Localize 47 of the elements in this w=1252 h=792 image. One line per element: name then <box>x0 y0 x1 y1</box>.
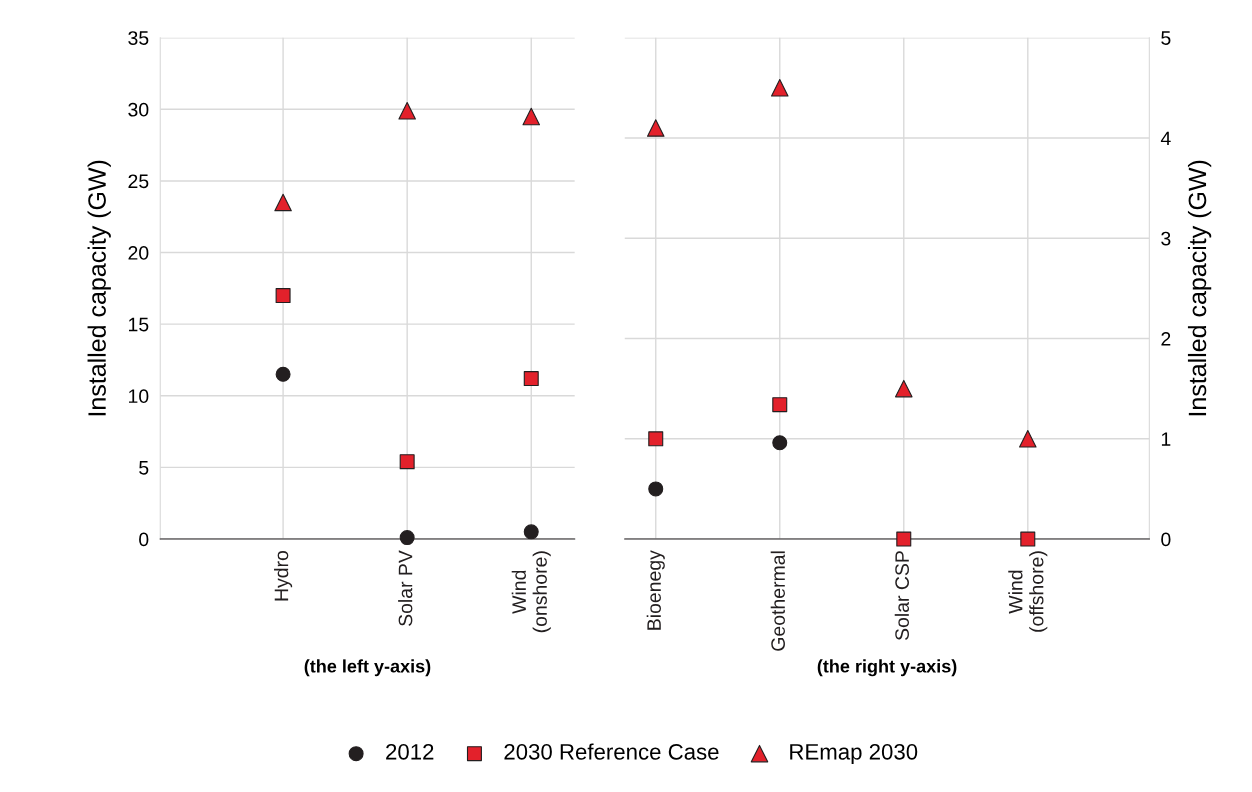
y-tick-label: 0 <box>139 532 149 547</box>
y-tick-label: 20 <box>128 246 149 260</box>
y-tick-label: 3 <box>1161 231 1171 246</box>
point <box>772 397 788 413</box>
x-tick-label: Wind (offshore) <box>1008 551 1048 632</box>
legend-label: REmap 2030 <box>790 743 918 765</box>
point <box>646 119 665 137</box>
point <box>523 524 539 540</box>
point <box>648 481 664 497</box>
point <box>770 79 789 97</box>
y-tick-label: 0 <box>1161 532 1171 547</box>
point <box>772 435 788 451</box>
y-tick-label: 30 <box>128 102 149 117</box>
point <box>1020 531 1036 547</box>
y-tick-label: 10 <box>129 389 149 404</box>
y-tick-label: 15 <box>129 317 149 332</box>
point <box>274 193 292 212</box>
x-tick-label: Hydro <box>274 550 293 601</box>
x-axis-title: (the right y-axis) <box>817 659 957 677</box>
y-tick-label: 35 <box>128 31 149 45</box>
point <box>399 454 415 470</box>
point <box>523 371 539 387</box>
y-tick-label: 5 <box>1161 31 1171 45</box>
y-tick-label: 4 <box>1160 131 1171 146</box>
y-tick-label: 2 <box>1161 331 1171 346</box>
y-axis-title: Installed capacity (GW) <box>1187 160 1212 416</box>
legend-label: 2030 Reference Case <box>504 743 719 760</box>
x-tick-label: Bioenegy <box>646 550 665 630</box>
point <box>1019 429 1037 448</box>
x-tick-label: Geothermal <box>770 551 785 651</box>
point <box>522 107 541 126</box>
y-tick-label: 1 <box>1161 432 1171 446</box>
y-tick-label: 5 <box>139 461 149 475</box>
x-axis-title: (the left y-axis) <box>304 659 431 677</box>
point <box>896 531 912 547</box>
point <box>275 366 291 382</box>
point <box>648 431 664 447</box>
point <box>399 530 415 546</box>
y-tick-label: 25 <box>128 174 149 189</box>
point <box>398 101 416 120</box>
point <box>895 379 913 398</box>
legend-label: 2012 <box>386 743 434 760</box>
point <box>275 288 291 304</box>
x-tick-label: Solar PV <box>398 550 413 626</box>
x-tick-label: Wind (onshore) <box>511 551 551 633</box>
x-tick-label: Solar CSP <box>894 551 909 641</box>
y-axis-title: Installed capacity (GW) <box>87 160 111 416</box>
